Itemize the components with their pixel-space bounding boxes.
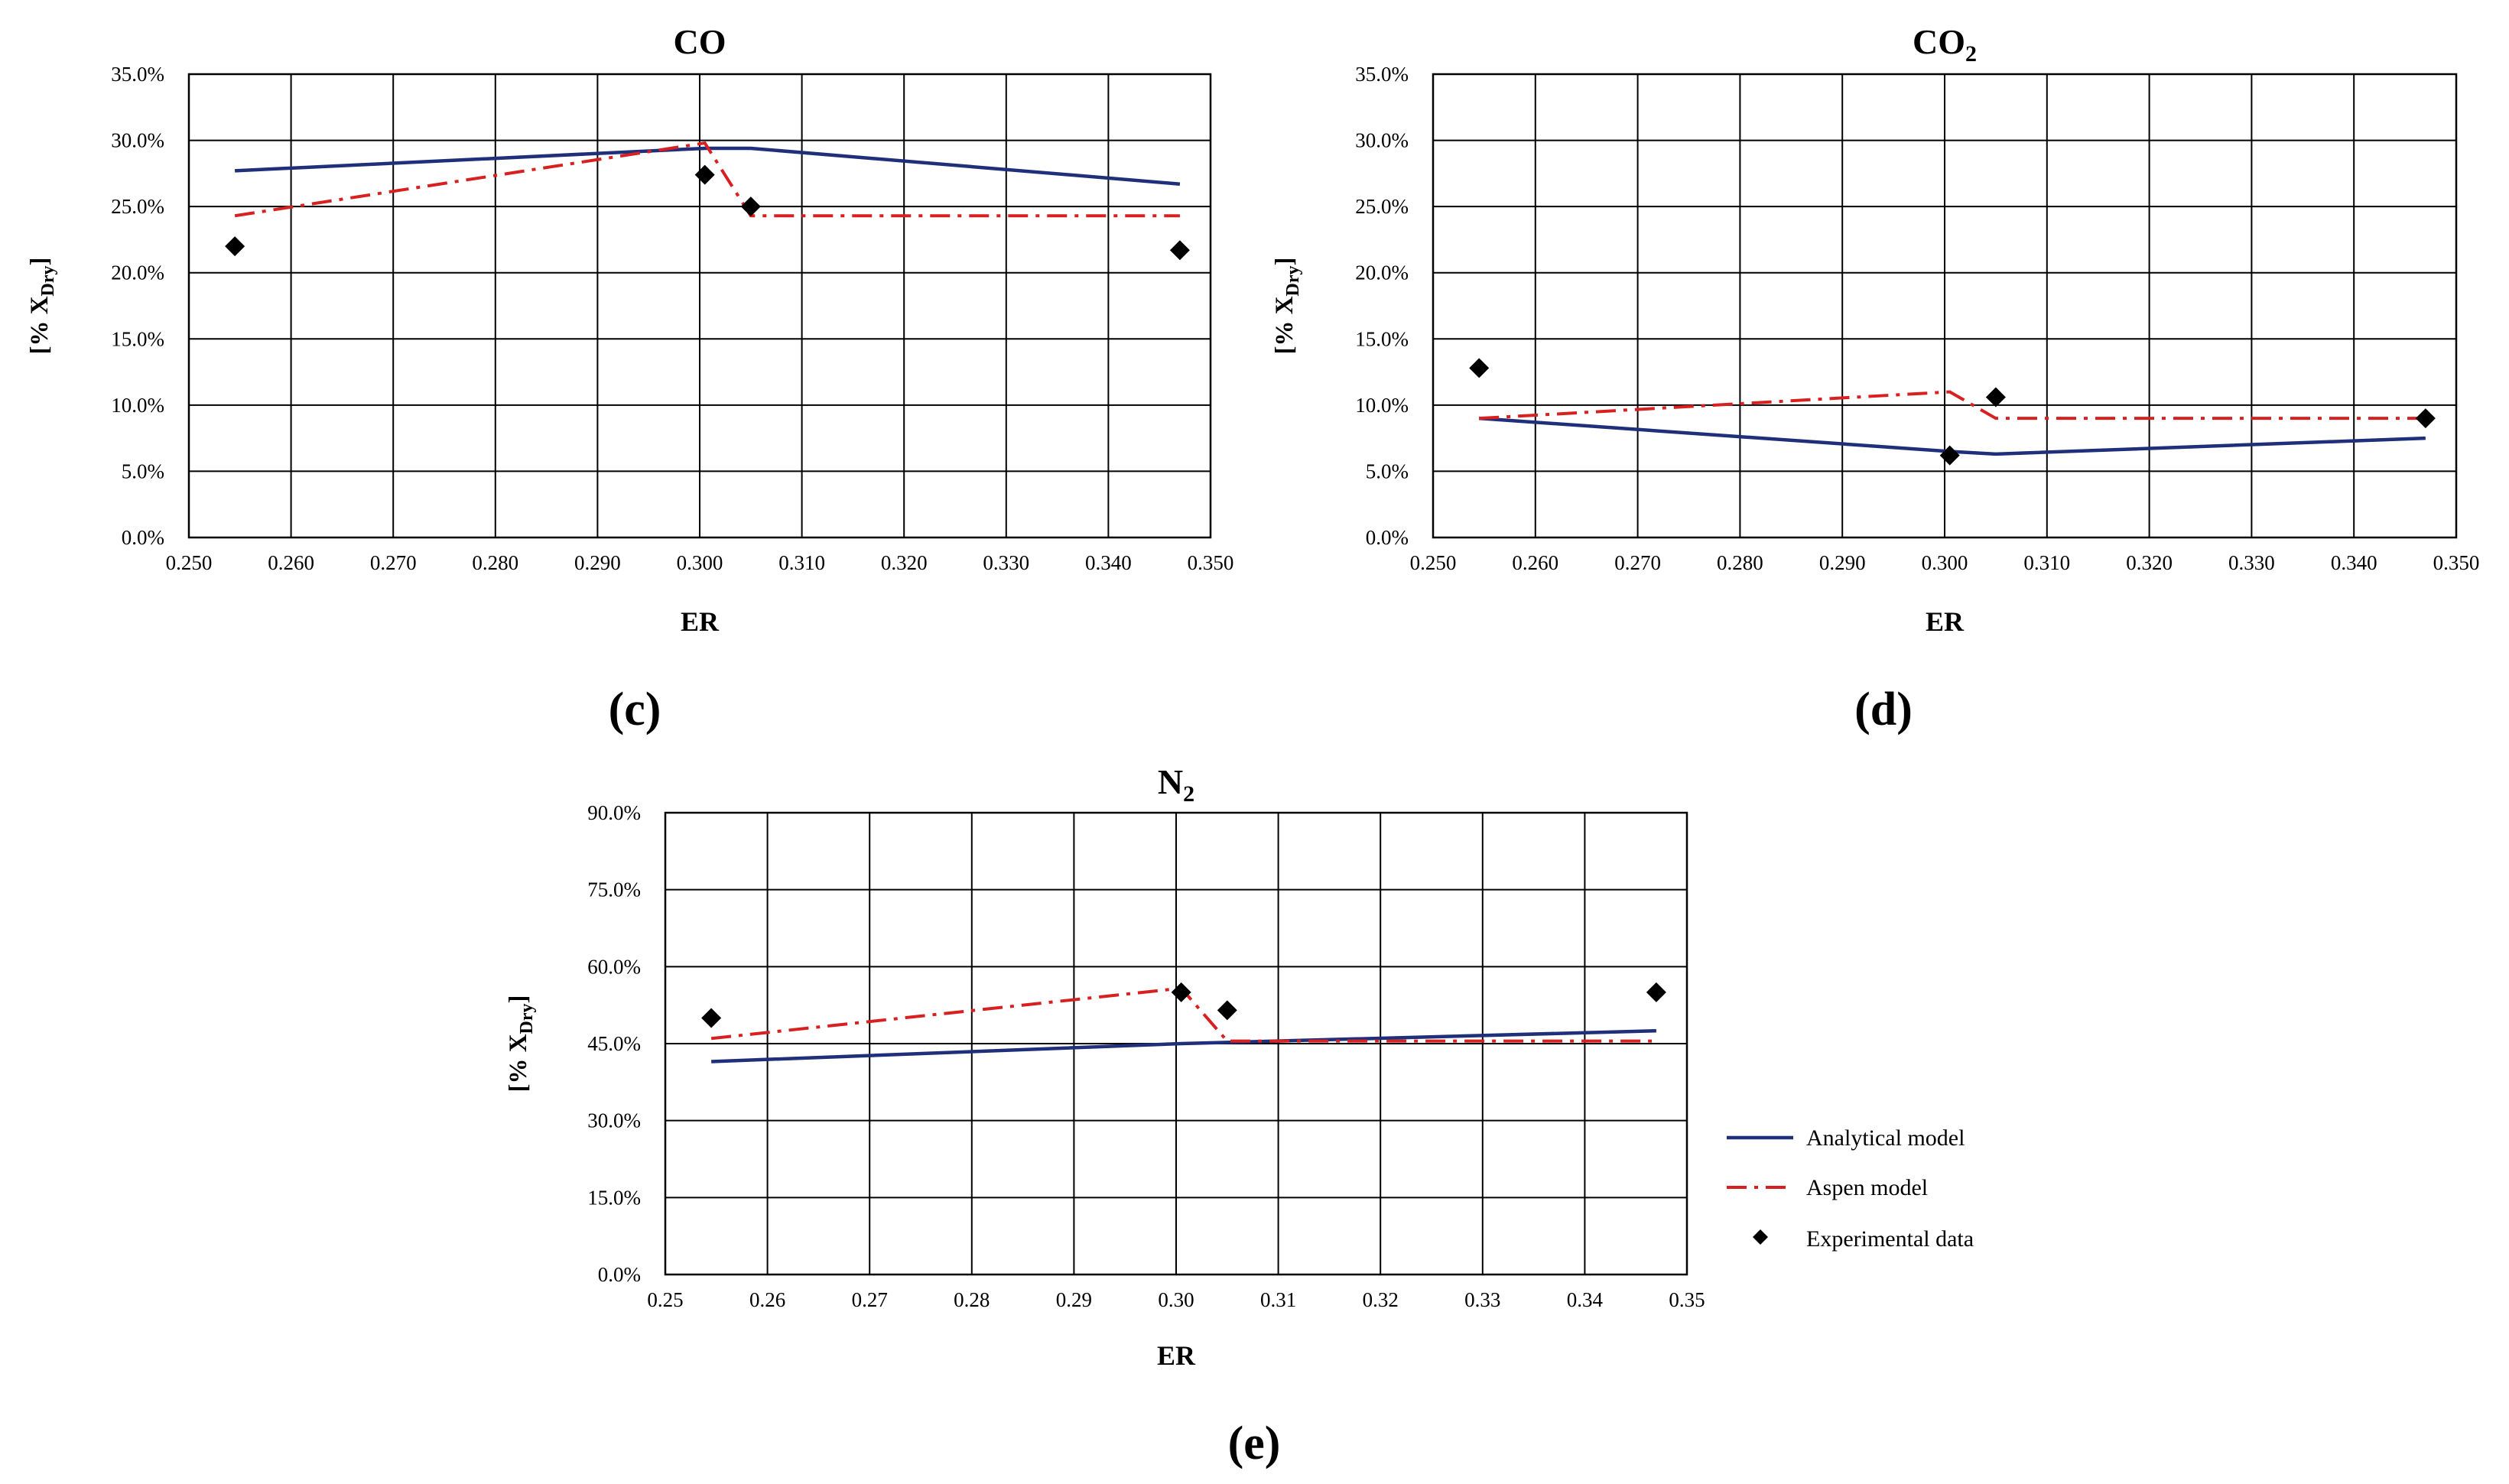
x-tick-label: 0.340 [1085, 551, 1132, 574]
aspen-model-line [1479, 390, 2426, 421]
chart-title: CO [674, 22, 726, 61]
y-tick-label: 30.0% [1355, 129, 1409, 152]
legend-experimental-marker [1753, 1229, 1768, 1245]
x-tick-label: 0.25 [647, 1288, 683, 1311]
x-tick-label: 0.28 [954, 1288, 990, 1311]
x-tick-label: 0.310 [2023, 551, 2070, 574]
y-tick-label: 15.0% [587, 1186, 641, 1209]
x-tick-label: 0.320 [2126, 551, 2173, 574]
x-tick-label: 0.310 [778, 551, 825, 574]
x-axis-label: ER [1926, 606, 1965, 637]
x-tick-label: 0.260 [1512, 551, 1558, 574]
panel-label: (e) [1228, 1417, 1281, 1469]
x-tick-label: 0.350 [1188, 551, 1234, 574]
experimental-point [1217, 1000, 1237, 1021]
legend-analytical-label: Analytical model [1806, 1125, 1965, 1151]
x-axis-label: ER [681, 606, 720, 637]
experimental-point [225, 236, 245, 257]
y-tick-label: 35.0% [111, 63, 164, 86]
x-tick-label: 0.330 [983, 551, 1029, 574]
experimental-point [740, 196, 761, 217]
x-tick-label: 0.280 [472, 551, 518, 574]
y-tick-label: 20.0% [1355, 261, 1409, 284]
y-axis-label: [% XDry] [505, 995, 537, 1092]
experimental-point [2415, 408, 2436, 429]
legend-experimental-label: Experimental data [1806, 1226, 1974, 1252]
x-tick-label: 0.29 [1056, 1288, 1092, 1311]
x-tick-label: 0.300 [677, 551, 723, 574]
x-tick-label: 0.350 [2433, 551, 2480, 574]
y-tick-label: 30.0% [587, 1109, 641, 1132]
y-tick-label: 60.0% [587, 955, 641, 978]
x-axis-label: ER [1157, 1340, 1196, 1371]
y-tick-label: 5.0% [122, 459, 164, 482]
experimental-point [1646, 982, 1666, 1002]
aspen-model-line [710, 986, 1656, 1043]
aspen-model-line [234, 141, 1180, 218]
experimental-point [701, 1008, 722, 1028]
y-tick-label: 90.0% [587, 801, 641, 824]
y-tick-label: 0.0% [122, 526, 164, 549]
x-tick-label: 0.250 [166, 551, 213, 574]
legend: Analytical model Aspen model Experimental … [1727, 1125, 1974, 1252]
x-tick-label: 0.270 [1614, 551, 1661, 574]
x-tick-label: 0.270 [370, 551, 417, 574]
y-tick-label: 20.0% [111, 261, 164, 284]
analytical-model-line [711, 1028, 1656, 1063]
y-tick-label: 30.0% [111, 129, 164, 152]
x-tick-label: 0.30 [1158, 1288, 1194, 1311]
x-tick-label: 0.290 [574, 551, 621, 574]
y-tick-label: 10.0% [1355, 394, 1409, 417]
panel-label: (d) [1854, 684, 1913, 736]
analytical-model-line [1479, 416, 2426, 456]
x-tick-label: 0.300 [1922, 551, 1968, 574]
x-tick-label: 0.330 [2228, 551, 2275, 574]
x-tick-label: 0.320 [881, 551, 928, 574]
y-tick-label: 10.0% [111, 394, 164, 417]
x-tick-label: 0.32 [1363, 1288, 1399, 1311]
x-tick-label: 0.34 [1567, 1288, 1604, 1311]
x-tick-label: 0.280 [1717, 551, 1763, 574]
x-tick-label: 0.250 [1410, 551, 1457, 574]
x-tick-label: 0.35 [1669, 1288, 1705, 1311]
legend-aspen-label: Aspen model [1806, 1175, 1928, 1200]
y-tick-label: 15.0% [111, 327, 164, 350]
y-axis-label: [% XDry] [1271, 257, 1303, 354]
x-tick-label: 0.33 [1464, 1288, 1500, 1311]
experimental-point [1985, 387, 2006, 408]
y-tick-label: 0.0% [1366, 526, 1409, 549]
chart-title: N2 [1158, 762, 1194, 807]
y-tick-label: 25.0% [111, 195, 164, 218]
x-tick-label: 0.260 [268, 551, 314, 574]
chart-2: 0.25 0.26 0.27 0.28 0.29 0.30 0.31 0.32 0.33 0.34… [505, 762, 1705, 1371]
chart-0: 0.250 0.260 0.270 0.280 0.290 0.300 0.310 0.320… [26, 22, 1233, 637]
chart-1: 0.250 0.260 0.270 0.280 0.290 0.300 0.310 0.320… [1271, 22, 2479, 637]
y-tick-label: 5.0% [1366, 459, 1409, 482]
x-tick-label: 0.290 [1819, 551, 1866, 574]
experimental-point [1939, 445, 1960, 466]
chart-title: CO2 [1913, 22, 1977, 67]
x-tick-label: 0.27 [852, 1288, 888, 1311]
x-tick-label: 0.26 [749, 1288, 785, 1311]
panel-label: (c) [609, 684, 661, 736]
experimental-point [1171, 982, 1191, 1002]
y-tick-label: 25.0% [1355, 195, 1409, 218]
y-tick-label: 45.0% [587, 1032, 641, 1055]
y-tick-label: 0.0% [598, 1263, 641, 1286]
experimental-point [694, 164, 715, 185]
x-tick-label: 0.31 [1260, 1288, 1296, 1311]
y-axis-label: [% XDry] [26, 257, 58, 354]
y-tick-label: 15.0% [1355, 327, 1409, 350]
analytical-model-line [235, 146, 1181, 186]
x-tick-label: 0.340 [2331, 551, 2377, 574]
experimental-point [1469, 358, 1490, 378]
y-tick-label: 75.0% [587, 878, 641, 901]
experimental-point [1169, 240, 1190, 261]
y-tick-label: 35.0% [1355, 63, 1409, 86]
